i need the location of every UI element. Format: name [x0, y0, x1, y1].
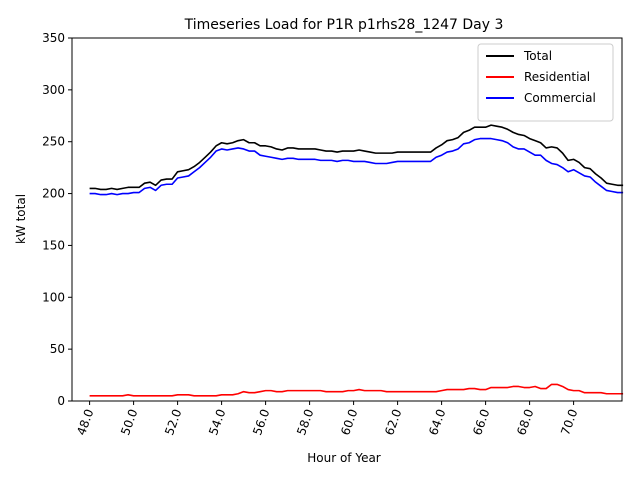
y-tick-label: 250: [42, 135, 65, 149]
y-tick-label: 300: [42, 83, 65, 97]
x-axis: 48.0 50.0 52.0 54.0 56.0 58.0 60.0 62.0 64.0 66.0…: [74, 401, 580, 437]
y-axis: 0 50 100 150 200 250 300 350: [42, 31, 72, 408]
legend-label-commercial: Commercial: [524, 91, 596, 105]
x-axis-label: Hour of Year: [307, 451, 381, 465]
y-tick-label: 50: [50, 342, 65, 356]
y-tick-label: 200: [42, 187, 65, 201]
legend-box: [477, 43, 614, 122]
legend-label-residential: Residential: [524, 70, 590, 84]
series-line-residential: [89, 383, 624, 397]
y-tick-label: 0: [57, 394, 65, 408]
y-tick-label: 100: [42, 290, 65, 304]
legend-label-total: Total: [523, 49, 552, 63]
y-tick-label: 350: [42, 31, 65, 45]
series-line-commercial: [89, 137, 624, 196]
plot-frame: [71, 37, 623, 402]
y-tick-label: 150: [42, 238, 65, 252]
legend: Total Residential Commercial: [477, 43, 614, 122]
series-line-total: [89, 124, 624, 191]
y-axis-label: kW total: [14, 194, 28, 244]
plot-area: [89, 124, 624, 397]
chart-title: Timeseries Load for P1R p1rhs28_1247 Day…: [184, 17, 504, 33]
